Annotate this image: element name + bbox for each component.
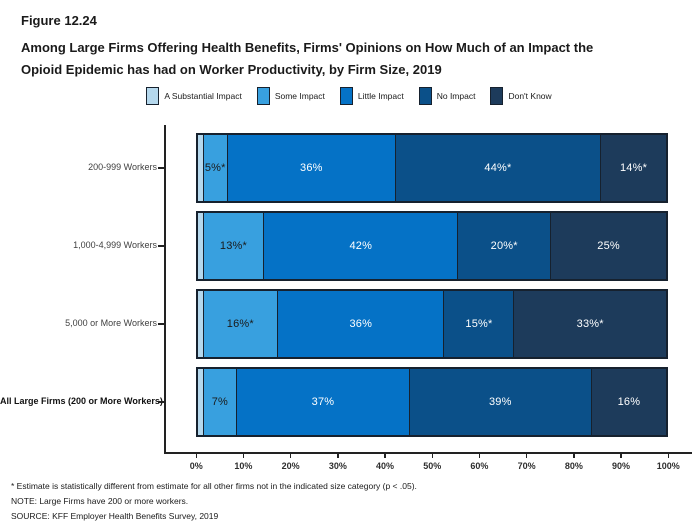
legend: A Substantial Impact Some Impact Little Im… [0,87,698,105]
x-axis-tick [384,452,386,458]
x-axis-tick-label: 40% [376,461,395,471]
bar-row: 7% 37% 39% 16% [196,367,668,437]
legend-item: Some Impact [256,87,325,105]
bar-segment: 16% [591,369,666,435]
bar-segment: 33%* [514,291,666,357]
bar-segment-label: 7% [211,396,229,408]
x-axis-line [164,452,692,454]
bar-segment-label: 5%* [204,162,226,174]
bar-segment-label: 13%* [219,240,248,252]
legend-item: Little Impact [339,87,404,105]
bar-segment: 15%* [444,291,515,357]
legend-item-label: Don't Know [508,91,552,101]
bar-row: 5%* 36% 44%* 14%* [196,133,668,203]
y-axis-category-label: 5,000 or More Workers [65,318,157,328]
figure-title: Among Large Firms Offering Health Benefi… [21,37,681,80]
y-axis-tick [158,245,164,247]
footnote-line: * Estimate is statistically different fr… [11,481,417,491]
bar-segment-label: 33%* [576,318,604,330]
bar-segment [198,213,204,279]
x-axis-tick [337,452,339,458]
bar-segment: 16%* [203,291,279,357]
bar-segment: 42% [264,213,459,279]
footnote-line: NOTE: Large Firms have 200 or more worke… [11,495,189,506]
legend-item-label: Some Impact [274,91,325,101]
bar-segment-label: 44%* [484,162,512,174]
legend-swatch-icon [418,87,432,105]
bar-segment: 44%* [395,135,602,201]
bar-segment-label: 37% [311,396,335,408]
bar-segment: 20%* [458,213,552,279]
x-axis-tick-label: 0% [189,461,203,471]
footnotes: * Estimate is statistically different fr… [11,479,417,523]
bar-segment: 7% [203,369,238,435]
bar-segment-label: 15%* [465,318,493,330]
x-axis-tick [478,452,481,458]
bar-segment-label: 36% [300,162,323,174]
legend-item-label: No Impact [436,91,476,101]
x-axis-tick-label: 100% [656,461,680,471]
x-axis-tick-label: 50% [423,461,442,471]
figure-title-line-1: Among Large Firms Offering Health Benefi… [21,40,594,55]
bar-segment: 36% [227,135,396,201]
y-axis-tick [158,323,164,325]
bar-row: 13%* 42% 20%* 25% [196,211,668,281]
y-axis-category-label: 200-999 Workers [88,162,157,172]
x-axis-tick-label: 70% [517,461,536,471]
bar-segment: 13%* [203,213,265,279]
x-axis-tick-label: 10% [234,461,253,471]
x-axis-tick-label: 80% [564,461,583,471]
bar-row: 16%* 36% 15%* 33%* [196,289,668,359]
y-axis-tick [158,401,164,403]
bar-segment: 36% [278,291,445,357]
bar-segment-label: 16% [617,396,641,408]
bar-segment-label: 42% [349,240,373,252]
x-axis-tick [525,452,528,458]
legend-swatch-icon [339,87,353,105]
bar-segment-label: 39% [488,396,512,408]
x-axis-tick-label: 30% [328,461,347,471]
x-axis-tick [573,452,575,458]
bar-segment: 37% [237,369,410,435]
bar-segment-label: 25% [597,240,620,252]
legend-item-label: A Substantial Impact [164,91,242,101]
bar-segment-label: 14%* [619,162,648,174]
legend-swatch-icon [490,87,504,105]
x-axis-tick-label: 20% [281,461,300,471]
legend-swatch-icon [256,87,270,105]
y-axis-category-label: 1,000-4,999 Workers [73,240,157,250]
x-axis-tick [667,452,669,458]
x-axis-tick [620,452,622,458]
bar-segment: 25% [551,213,666,279]
figure-title-line-2: Opioid Epidemic has had on Worker Produc… [21,61,442,77]
bar-segment: 14%* [601,135,666,201]
legend-item: No Impact [418,87,476,105]
x-axis-tick-label: 90% [612,461,631,471]
x-axis-tick [195,452,197,458]
bar-segment-label: 16%* [226,318,254,330]
bar-segment [198,369,204,435]
figure-number: Figure 12.24 [21,13,97,28]
bar-segment: 39% [409,369,592,435]
legend-item-label: Little Impact [357,91,404,101]
legend-swatch-icon [146,87,160,105]
legend-item: A Substantial Impact [146,87,242,105]
footnote-line: SOURCE: KFF Employer Health Benefits Sur… [11,510,219,521]
y-axis-line [164,125,166,452]
bar-segment: 5%* [203,135,228,201]
x-axis-tick [242,452,245,458]
x-axis-tick [289,452,292,458]
bar-segment-label: 20%* [490,240,518,252]
y-axis-tick [158,167,164,169]
x-axis-tick-label: 60% [470,461,489,471]
y-axis-category-label: All Large Firms (200 or More Workers) [0,396,163,406]
bar-segment [198,291,204,357]
legend-item: Don't Know [490,87,552,105]
x-axis-tick [431,452,433,458]
bar-segment-label: 36% [349,318,373,330]
bar-segment [198,135,204,201]
